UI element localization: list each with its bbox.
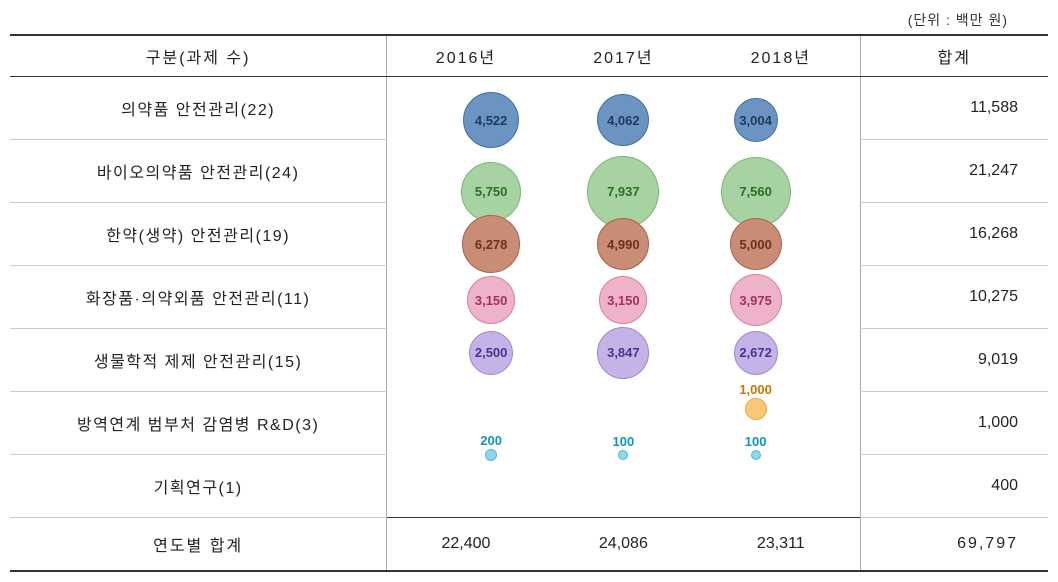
bubble: 2,672 <box>734 331 778 375</box>
footer-label: 연도별 합계 <box>10 518 387 572</box>
bubble: 100 <box>751 450 761 460</box>
row-total: 400 <box>860 455 1048 518</box>
footer-total-2018: 23,311 <box>702 518 860 572</box>
bubble: 3,150 <box>599 276 647 324</box>
header-year-2017: 2017년 <box>545 35 702 77</box>
bubble: 3,975 <box>730 274 782 326</box>
footer-total-2016: 22,400 <box>387 518 545 572</box>
bubble-chart: 4,522 4,062 3,004 5,750 7,937 7,560 6,278 4,990… <box>387 77 860 518</box>
bubble-label: 7,937 <box>607 184 640 199</box>
bubble-label: 2,672 <box>739 345 772 360</box>
bubble-label: 3,004 <box>739 113 772 128</box>
bubble: 5,000 <box>730 218 782 270</box>
bubble: 200 <box>485 449 497 461</box>
bubble: 5,750 <box>461 162 521 222</box>
unit-label: (단위 : 백만 원) <box>10 10 1048 30</box>
footer-grand-total: 69,797 <box>860 518 1048 572</box>
category-label: 의약품 안전관리(22) <box>10 77 387 140</box>
table-container: (단위 : 백만 원) 구분(과제 수) 2016년 2017년 2018년 합… <box>10 10 1048 572</box>
category-label: 방역연계 범부처 감염병 R&D(3) <box>10 392 387 455</box>
bubble-area: 4,522 4,062 3,004 5,750 7,937 7,560 6,278 4,990… <box>387 77 859 517</box>
row-total: 11,588 <box>860 77 1048 140</box>
bubble-label: 100 <box>745 434 767 449</box>
bubble: 4,062 <box>597 94 649 146</box>
bubble-label: 5,000 <box>739 237 772 252</box>
footer-total-2017: 24,086 <box>545 518 702 572</box>
bubble-label: 3,150 <box>607 293 640 308</box>
category-label: 기획연구(1) <box>10 455 387 518</box>
bubble: 100 <box>618 450 628 460</box>
bubble: 2,500 <box>469 331 513 375</box>
bubble-label: 1,000 <box>739 382 772 397</box>
bubble-label: 200 <box>480 433 502 448</box>
bubble: 3,847 <box>597 327 649 379</box>
category-label: 화장품·의약외품 안전관리(11) <box>10 266 387 329</box>
bubble-label: 4,522 <box>475 113 508 128</box>
bubble-label: 100 <box>613 434 635 449</box>
bubble-label: 2,500 <box>475 345 508 360</box>
bubble-label: 5,750 <box>475 184 508 199</box>
row-total: 1,000 <box>860 392 1048 455</box>
bubble: 3,150 <box>467 276 515 324</box>
bubble: 3,004 <box>734 98 778 142</box>
bubble-label: 6,278 <box>475 237 508 252</box>
category-label: 바이오의약품 안전관리(24) <box>10 140 387 203</box>
bubble-label: 4,990 <box>607 237 640 252</box>
header-year-2016: 2016년 <box>387 35 545 77</box>
header-year-2018: 2018년 <box>702 35 860 77</box>
row-total: 16,268 <box>860 203 1048 266</box>
bubble-label: 3,150 <box>475 293 508 308</box>
category-label: 한약(생약) 안전관리(19) <box>10 203 387 266</box>
footer-row: 연도별 합계 22,400 24,086 23,311 69,797 <box>10 518 1048 572</box>
table-row: 의약품 안전관리(22)4,5224,0623,0045,7507,9377,5… <box>10 77 1048 140</box>
category-label: 생물학적 제제 안전관리(15) <box>10 329 387 392</box>
bubble-label: 3,975 <box>739 293 772 308</box>
header-total: 합계 <box>860 35 1048 77</box>
bubble: 7,560 <box>721 157 791 227</box>
row-total: 10,275 <box>860 266 1048 329</box>
bubble: 6,278 <box>462 215 520 273</box>
bubble: 1,000 <box>745 398 767 420</box>
header-row: 구분(과제 수) 2016년 2017년 2018년 합계 <box>10 35 1048 77</box>
bubble-label: 3,847 <box>607 345 640 360</box>
row-total: 21,247 <box>860 140 1048 203</box>
bubble: 4,990 <box>597 218 649 270</box>
header-category: 구분(과제 수) <box>10 35 387 77</box>
row-total: 9,019 <box>860 329 1048 392</box>
data-table: 구분(과제 수) 2016년 2017년 2018년 합계 의약품 안전관리(2… <box>10 34 1048 572</box>
bubble: 4,522 <box>463 92 519 148</box>
bubble: 7,937 <box>587 156 659 228</box>
bubble-label: 4,062 <box>607 113 640 128</box>
bubble-label: 7,560 <box>739 184 772 199</box>
